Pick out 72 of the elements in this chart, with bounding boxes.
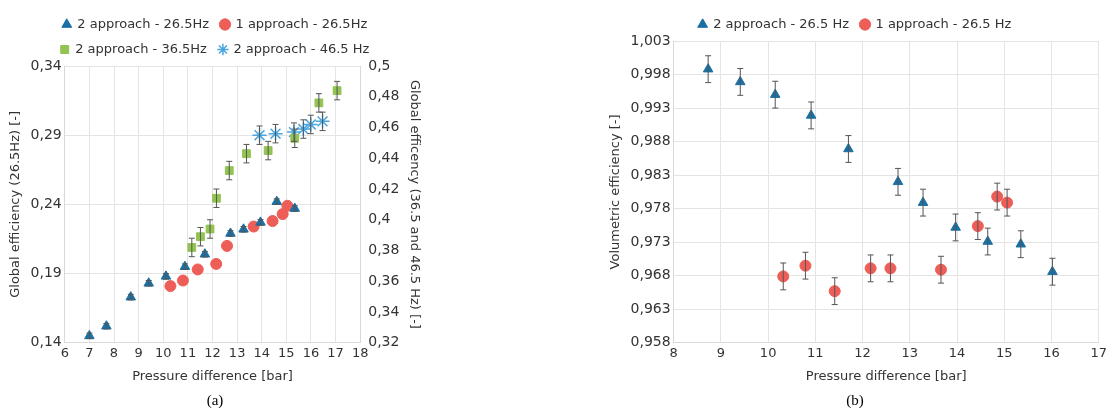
x-tick-label: 16 (1043, 344, 1060, 360)
y2-tick-label: 0,38 (368, 241, 400, 258)
y2-tick-label: 0,34 (368, 302, 400, 319)
y-tick-label: 0,24 (30, 195, 62, 212)
point (276, 208, 289, 221)
y-tick-label: 0,968 (630, 266, 671, 283)
legend-label: 2 approach - 26.5Hz (77, 15, 210, 31)
y-tick-label: 0,14 (30, 333, 62, 350)
x-tick-label: 15 (278, 344, 295, 360)
y-tick-label: 0,34 (30, 56, 62, 73)
point (164, 280, 177, 293)
y-tick-label: 0,973 (630, 232, 671, 249)
y-axis-title: Volumetric efficiency [-] (607, 114, 623, 270)
legend-label: 1 approach - 26.5Hz (235, 15, 368, 31)
y2-tick-label: 0,44 (368, 148, 400, 165)
x-tick-label: 13 (228, 344, 246, 360)
text: (b) (845, 392, 865, 409)
y-tick-label: 0,998 (630, 65, 671, 82)
x-tick-label: 16 (302, 344, 320, 360)
point (251, 127, 268, 143)
point (295, 121, 312, 137)
x-tick-label: 12 (854, 344, 871, 360)
point (210, 257, 223, 270)
x-tick-label: 14 (948, 344, 966, 360)
x-tick-label: 6 (60, 344, 69, 360)
y-tick-label: 0,29 (30, 125, 62, 142)
y-tick-label: 0,958 (630, 333, 671, 350)
y-tick-label: 0,993 (630, 98, 671, 115)
y-tick-label: 0,963 (630, 299, 671, 316)
point (281, 199, 294, 212)
x-tick-label: 18 (351, 344, 369, 360)
legend-label: 2 approach - 36.5Hz (75, 40, 208, 56)
x-tick-label: 9 (716, 344, 726, 360)
y-tick-label: 0,988 (630, 132, 671, 149)
y2-axis-title: Global efficency (36.5 and 46.5 Hz) [-] (407, 79, 423, 329)
y2-tick-label: 0,5 (368, 56, 391, 73)
x-tick-label: 10 (759, 344, 777, 360)
y-tick-label: 0,19 (30, 264, 62, 281)
legend-label: 1 approach - 26.5 Hz (875, 15, 1012, 31)
y2-tick-label: 0,36 (368, 271, 400, 288)
x-tick-label: 17 (1090, 344, 1107, 360)
y2-tick-label: 0,4 (368, 210, 391, 227)
y-axis-title: Global efficiency (26.5Hz) [-] (7, 111, 23, 298)
x-tick-label: 13 (901, 344, 919, 360)
x-tick-label: 8 (109, 344, 119, 360)
x-tick-label: 8 (669, 344, 678, 360)
point (191, 263, 204, 276)
y2-tick-label: 0,48 (368, 87, 400, 104)
point (266, 215, 279, 228)
point (302, 116, 319, 133)
x-tick-label: 10 (154, 344, 172, 360)
x-tick-label: 12 (204, 344, 221, 360)
text: (a) (205, 392, 225, 409)
x-axis-title: Pressure difference [bar] (805, 367, 967, 383)
legend-label: 2 approach - 26.5 Hz (713, 15, 850, 31)
x-tick-label: 7 (85, 344, 94, 360)
x-tick-label: 17 (327, 344, 344, 360)
x-tick-label: 9 (134, 344, 143, 360)
x-tick-label: 15 (996, 344, 1013, 360)
point (221, 239, 234, 252)
y-tick-label: 0,978 (630, 199, 671, 216)
y2-tick-label: 0,46 (368, 118, 400, 135)
legend-label: 2 approach - 46.5 Hz (233, 40, 370, 56)
x-tick-label: 11 (179, 344, 197, 360)
x-tick-label: 14 (253, 344, 271, 360)
y-tick-label: 0,983 (630, 165, 671, 182)
point (176, 274, 189, 287)
x-axis-title: Pressure difference [bar] (132, 367, 293, 383)
y2-tick-label: 0,42 (368, 179, 400, 196)
y-tick-label: 1,003 (630, 31, 671, 48)
x-tick-label: 11 (807, 344, 824, 360)
y2-tick-label: 0,32 (368, 333, 400, 350)
